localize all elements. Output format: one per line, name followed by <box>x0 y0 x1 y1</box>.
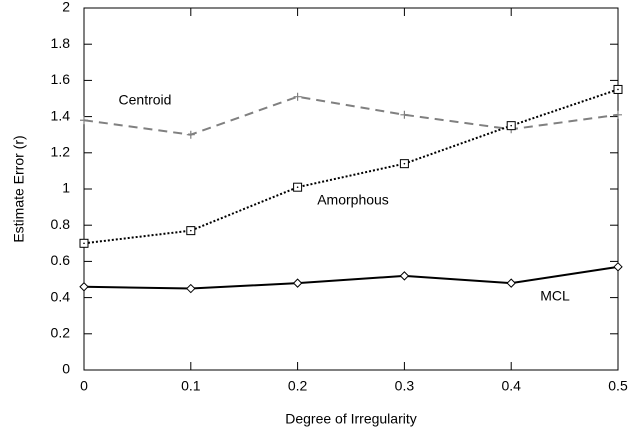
x-tick-label: 0.4 <box>501 378 521 394</box>
point-dot <box>617 88 619 91</box>
series-line <box>83 265 619 290</box>
series-line <box>83 95 619 136</box>
y-tick-label: 1.2 <box>51 144 71 160</box>
y-axis-title: Estimate Error (r) <box>11 135 27 242</box>
series-label: Centroid <box>119 92 172 108</box>
y-tick-label: 1 <box>62 180 70 196</box>
point-marker <box>186 130 195 139</box>
point-marker <box>400 110 409 119</box>
y-tick-label: 1.6 <box>51 71 71 87</box>
point-marker <box>79 282 89 292</box>
plot-frame <box>83 7 619 371</box>
series-label: Amorphous <box>317 192 389 208</box>
point-marker <box>506 278 516 288</box>
x-tick-label: 0 <box>80 378 88 394</box>
point-marker <box>292 278 303 288</box>
y-tick-label: 0.6 <box>51 252 71 268</box>
y-tick-label: 2 <box>62 0 70 15</box>
point-marker <box>613 262 623 272</box>
point-dot <box>190 229 192 232</box>
point-marker <box>293 92 302 101</box>
point-marker <box>186 283 196 294</box>
x-tick-label: 0.5 <box>608 378 628 394</box>
y-tick-label: 0 <box>62 361 70 377</box>
x-tick-label: 0.1 <box>181 378 201 394</box>
x-tick-label: 0.3 <box>395 378 415 394</box>
point-marker <box>80 116 88 125</box>
point-dot <box>296 186 299 188</box>
point-dot <box>403 162 406 165</box>
point-marker <box>399 271 410 281</box>
x-axis-title: Degree of Irregularity <box>285 411 417 427</box>
point-marker <box>614 110 622 119</box>
y-tick-label: 1.4 <box>51 107 71 123</box>
y-tick-label: 0.2 <box>51 325 71 341</box>
point-dot <box>83 242 85 245</box>
series-line <box>83 88 619 245</box>
x-tick-label: 0.2 <box>288 378 308 394</box>
series-label: MCL <box>540 288 570 304</box>
y-tick-label: 1.8 <box>51 35 71 51</box>
y-tick-label: 0.8 <box>51 216 71 232</box>
point-dot <box>510 124 512 127</box>
y-tick-label: 0.4 <box>51 288 71 304</box>
